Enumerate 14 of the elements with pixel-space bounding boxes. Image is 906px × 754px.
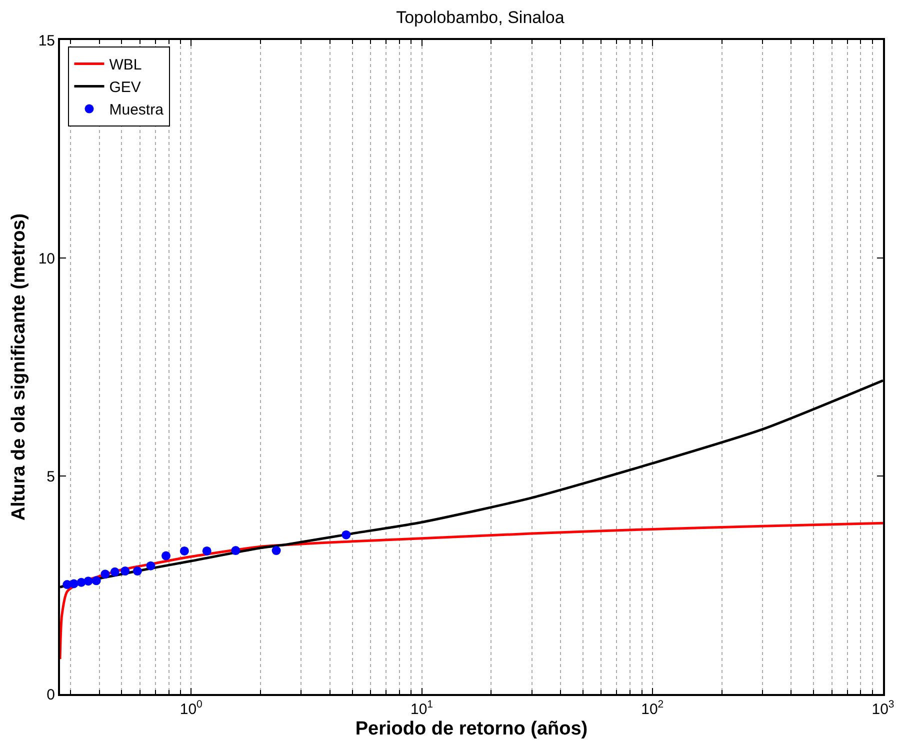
- x-tick-label: 10$^{1}$: [410, 698, 434, 718]
- x-tick-label: 10$^{3}$: [872, 698, 894, 718]
- y-axis-title: Altura de ola significante (metros): [8, 213, 30, 521]
- legend-label: GEV: [109, 79, 141, 96]
- y-tick-label: 10: [38, 250, 55, 268]
- legend-label: WBL: [109, 56, 142, 74]
- y-tick-label: 0: [46, 686, 55, 704]
- y-tick-label: 15: [38, 32, 55, 50]
- legend-label: Muestra: [109, 102, 164, 119]
- x-tick-label: 10$^{0}$: [180, 698, 203, 718]
- chart-title: Topolobambo, Sinaloa: [396, 8, 565, 28]
- x-tick-label: 10$^{2}$: [641, 698, 664, 718]
- x-axis-title: Periodo de retorno (años): [355, 718, 588, 740]
- y-tick-label: 5: [46, 468, 55, 486]
